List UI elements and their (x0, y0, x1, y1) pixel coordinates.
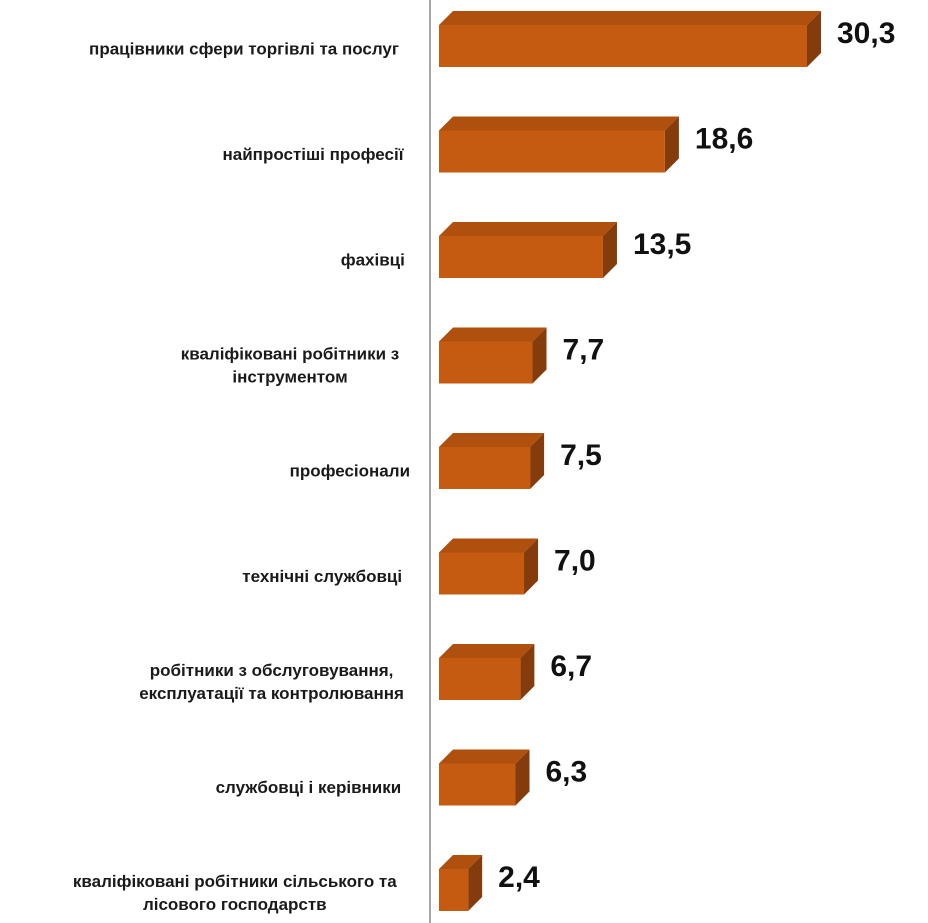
data-label: 6,3 (546, 755, 588, 788)
category-label: найпростіші професії (223, 145, 405, 164)
category-label-line: лісового господарств (143, 895, 327, 914)
category-label-line: професіонали (290, 461, 410, 480)
category-label-line: кваліфіковані робітники з (181, 344, 400, 363)
data-label: 7,5 (560, 439, 602, 472)
bar (439, 538, 539, 595)
bar-front-face (439, 763, 516, 806)
bar-side-face (468, 855, 483, 911)
bar-side-face (664, 116, 679, 173)
category-label: робітники з обслуговування, експлуатації … (139, 661, 404, 703)
bar-top-face (439, 116, 679, 131)
category-label-line: робітники з обслуговування, (150, 661, 394, 680)
category-label: службовці і керівники (216, 778, 402, 797)
data-label: 7,7 (563, 333, 605, 366)
bar-front-face (439, 236, 603, 278)
bar-top-face (439, 327, 547, 342)
bar-side-face (602, 222, 617, 278)
category-label-line: працівники сфери торгівлі та послуг (89, 39, 399, 58)
bar-top-face (439, 11, 821, 25)
data-label: 30,3 (837, 17, 895, 50)
data-label: 2,4 (498, 861, 540, 894)
data-label: 6,7 (550, 650, 592, 683)
category-label-line: експлуатації та контролювання (139, 684, 404, 703)
category-label-line: кваліфіковані робітники сільського та (73, 872, 397, 891)
bar (439, 644, 535, 700)
bar (439, 222, 617, 278)
bar-top-face (439, 433, 545, 447)
bar-front-face (439, 341, 533, 384)
bar (439, 749, 530, 806)
bar-top-face (439, 222, 617, 236)
bars-group (439, 11, 821, 911)
bar-front-face (439, 25, 807, 67)
bar (439, 433, 545, 489)
bar-front-face (439, 447, 531, 489)
data-label: 18,6 (695, 122, 753, 155)
category-labels-group: працівники сфери торгівлі та послуг найпр… (73, 39, 410, 914)
bar-side-face (524, 538, 539, 595)
bar-side-face (532, 327, 547, 384)
value-labels-group: 30,3 18,6 13,5 7,7 7,5 7,0 6,7 6,3 2,4 (498, 17, 895, 894)
bar (439, 116, 679, 173)
bar-side-face (530, 433, 545, 489)
bar-top-face (439, 538, 539, 553)
bar-front-face (439, 658, 521, 700)
category-label: фахівці (341, 250, 405, 269)
category-label-line: службовці і керівники (216, 778, 402, 797)
bar-side-face (515, 749, 530, 806)
category-label-line: фахівці (341, 250, 405, 269)
category-label: кваліфіковані робітники сільського та ліс… (73, 872, 397, 914)
bar-front-face (439, 130, 665, 173)
data-label: 13,5 (633, 228, 691, 261)
bar (439, 11, 821, 67)
category-label-line: найпростіші професії (223, 145, 405, 164)
bar-top-face (439, 749, 530, 764)
category-label-line: технічні службовці (242, 567, 402, 586)
bar-front-face (439, 869, 469, 911)
bar-side-face (520, 644, 535, 700)
bar-top-face (439, 855, 483, 869)
bar (439, 855, 483, 911)
bar-front-face (439, 552, 525, 595)
bar-top-face (439, 644, 535, 658)
bar (439, 327, 547, 384)
data-label: 7,0 (554, 544, 596, 577)
category-label: професіонали (290, 461, 410, 480)
category-label: технічні службовці (242, 567, 402, 586)
bar-side-face (807, 11, 821, 67)
category-label: кваліфіковані робітники з інструментом (181, 344, 400, 386)
category-label-line: інструментом (232, 367, 347, 386)
category-label: працівники сфери торгівлі та послуг (89, 39, 399, 58)
